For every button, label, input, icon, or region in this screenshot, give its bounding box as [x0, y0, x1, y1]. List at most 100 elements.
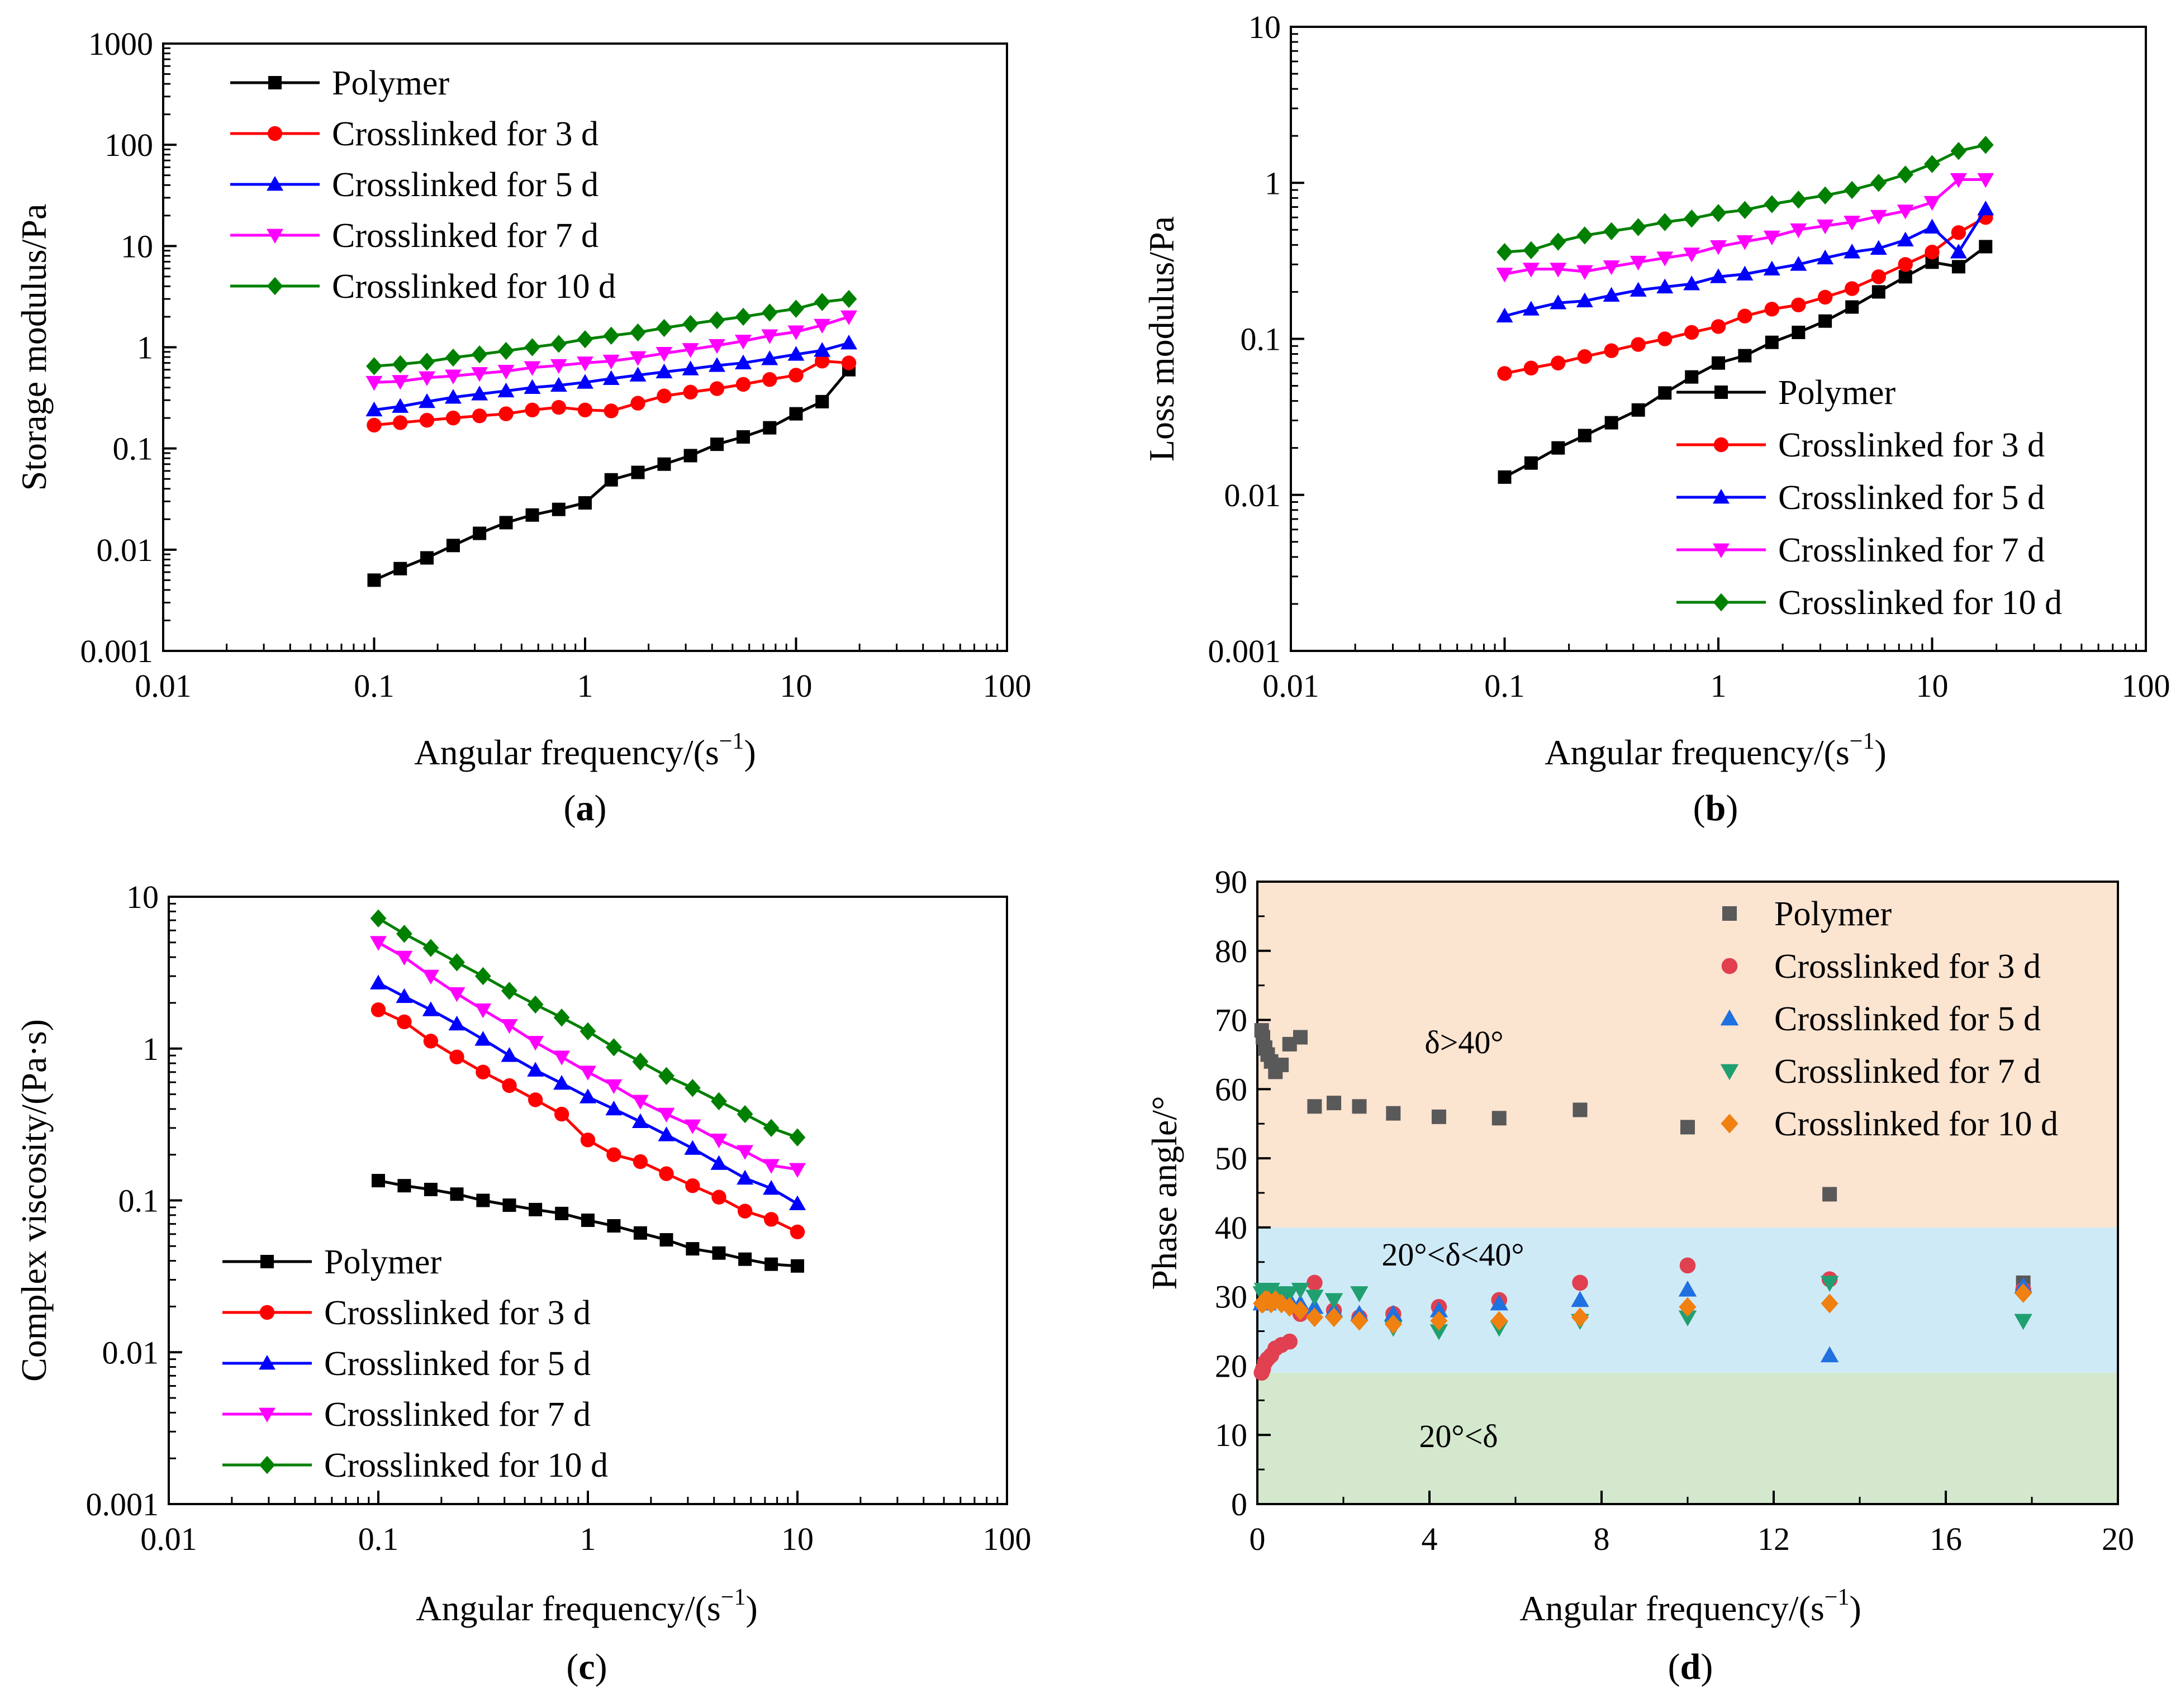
legend-item: Polymer: [230, 64, 449, 102]
data-point: [709, 357, 726, 372]
data-point: [633, 1226, 647, 1240]
data-point: [1977, 173, 1994, 188]
x-tick-label: 10: [781, 1521, 814, 1557]
data-point: [1679, 1297, 1697, 1317]
x-tick-label: 0.1: [358, 1521, 399, 1557]
data-point: [524, 338, 540, 356]
series-4: [1253, 1283, 2032, 1334]
data-point: [1577, 349, 1593, 364]
data-point: [552, 502, 566, 516]
data-point: [444, 389, 462, 404]
legend-marker: [1720, 1064, 1739, 1081]
data-point: [1384, 1305, 1403, 1321]
data-point: [789, 1195, 806, 1210]
y-tick-label: 1: [1265, 165, 1281, 201]
data-point: [444, 369, 462, 384]
data-point: [577, 356, 593, 372]
data-point: [1497, 242, 1513, 261]
data-point: [685, 1178, 700, 1193]
y-tick-label: 1: [142, 1031, 159, 1067]
y-tick-label: 70: [1215, 1002, 1247, 1039]
data-point: [1350, 1311, 1369, 1331]
legend-marker: [1720, 1009, 1739, 1026]
series-2: [365, 335, 858, 417]
data-point: [471, 345, 488, 364]
data-point: [761, 350, 778, 365]
data-point: [473, 526, 487, 540]
data-point: [1604, 343, 1619, 358]
y-tick-label: 1000: [88, 26, 153, 62]
data-point: [1429, 1301, 1448, 1317]
data-point: [580, 1133, 596, 1148]
data-point: [420, 551, 434, 565]
legend-item: Polymer: [1676, 374, 1896, 412]
data-point: [631, 1113, 649, 1128]
data-point: [2015, 1283, 2032, 1303]
data-point: [789, 407, 803, 421]
data-point: [710, 1133, 728, 1149]
series-3: [370, 936, 806, 1178]
legend-item: Crosslinked for 10 d: [1721, 1105, 2058, 1143]
data-point: [1822, 1187, 1837, 1202]
x-tick-label: 8: [1594, 1521, 1610, 1557]
data-point: [1603, 287, 1620, 302]
data-point: [606, 1038, 622, 1057]
data-point: [788, 368, 804, 383]
data-point: [761, 329, 778, 344]
legend-marker: [1713, 489, 1730, 504]
data-point: [1551, 441, 1565, 455]
data-point: [789, 1128, 806, 1146]
x-tick-label: 10: [1916, 668, 1949, 704]
data-point: [607, 1219, 621, 1233]
data-point: [763, 1159, 780, 1174]
data-point: [1950, 244, 1967, 259]
data-point: [1431, 1109, 1446, 1124]
data-point: [1524, 456, 1538, 470]
series-1: [370, 1002, 805, 1240]
data-point: [710, 437, 724, 451]
data-point: [1293, 1030, 1308, 1045]
x-tick-label: 16: [1930, 1521, 1962, 1557]
legend-item: Crosslinked for 3 d: [1676, 426, 2045, 464]
data-point: [633, 1154, 648, 1169]
data-point: [577, 402, 593, 417]
legend-marker: [259, 1407, 275, 1422]
data-point: [1573, 1102, 1588, 1117]
data-point: [682, 343, 699, 358]
series-0: [372, 1174, 804, 1273]
data-point: [499, 516, 513, 530]
legend-label: Crosslinked for 5 d: [1774, 1000, 2041, 1038]
legend-label: Polymer: [1774, 895, 1892, 933]
data-point: [392, 355, 408, 374]
data-point: [1571, 1291, 1589, 1307]
x-tick-label: 0.01: [140, 1521, 197, 1557]
data-point: [1817, 289, 1833, 305]
legend-marker: [267, 277, 283, 296]
data-point: [449, 953, 465, 972]
region-label: 20°<δ<40°: [1381, 1236, 1524, 1273]
data-point: [1820, 1346, 1839, 1363]
data-point: [471, 367, 488, 382]
data-point: [396, 950, 413, 966]
data-point: [527, 1062, 544, 1077]
data-point: [1680, 1120, 1695, 1135]
data-point: [763, 1119, 780, 1138]
x-axis-label: Angular frequency/(s−1): [1545, 729, 1887, 772]
y-tick-label: 0.01: [1224, 477, 1281, 513]
data-point: [365, 375, 383, 391]
data-point: [1496, 307, 1513, 323]
data-point: [605, 1079, 623, 1095]
y-tick-label: 50: [1215, 1140, 1247, 1177]
legend-label: Crosslinked for 5 d: [1778, 479, 2045, 517]
series-4: [370, 909, 806, 1146]
data-point: [1844, 244, 1861, 259]
data-point: [1710, 204, 1727, 222]
data-point: [631, 465, 645, 479]
series-0: [367, 363, 856, 587]
data-point: [445, 348, 462, 367]
data-point: [686, 1242, 700, 1256]
data-point: [1491, 1111, 1507, 1126]
x-tick-label: 100: [983, 1521, 1032, 1557]
data-point: [1924, 155, 1940, 173]
data-point: [815, 394, 829, 408]
